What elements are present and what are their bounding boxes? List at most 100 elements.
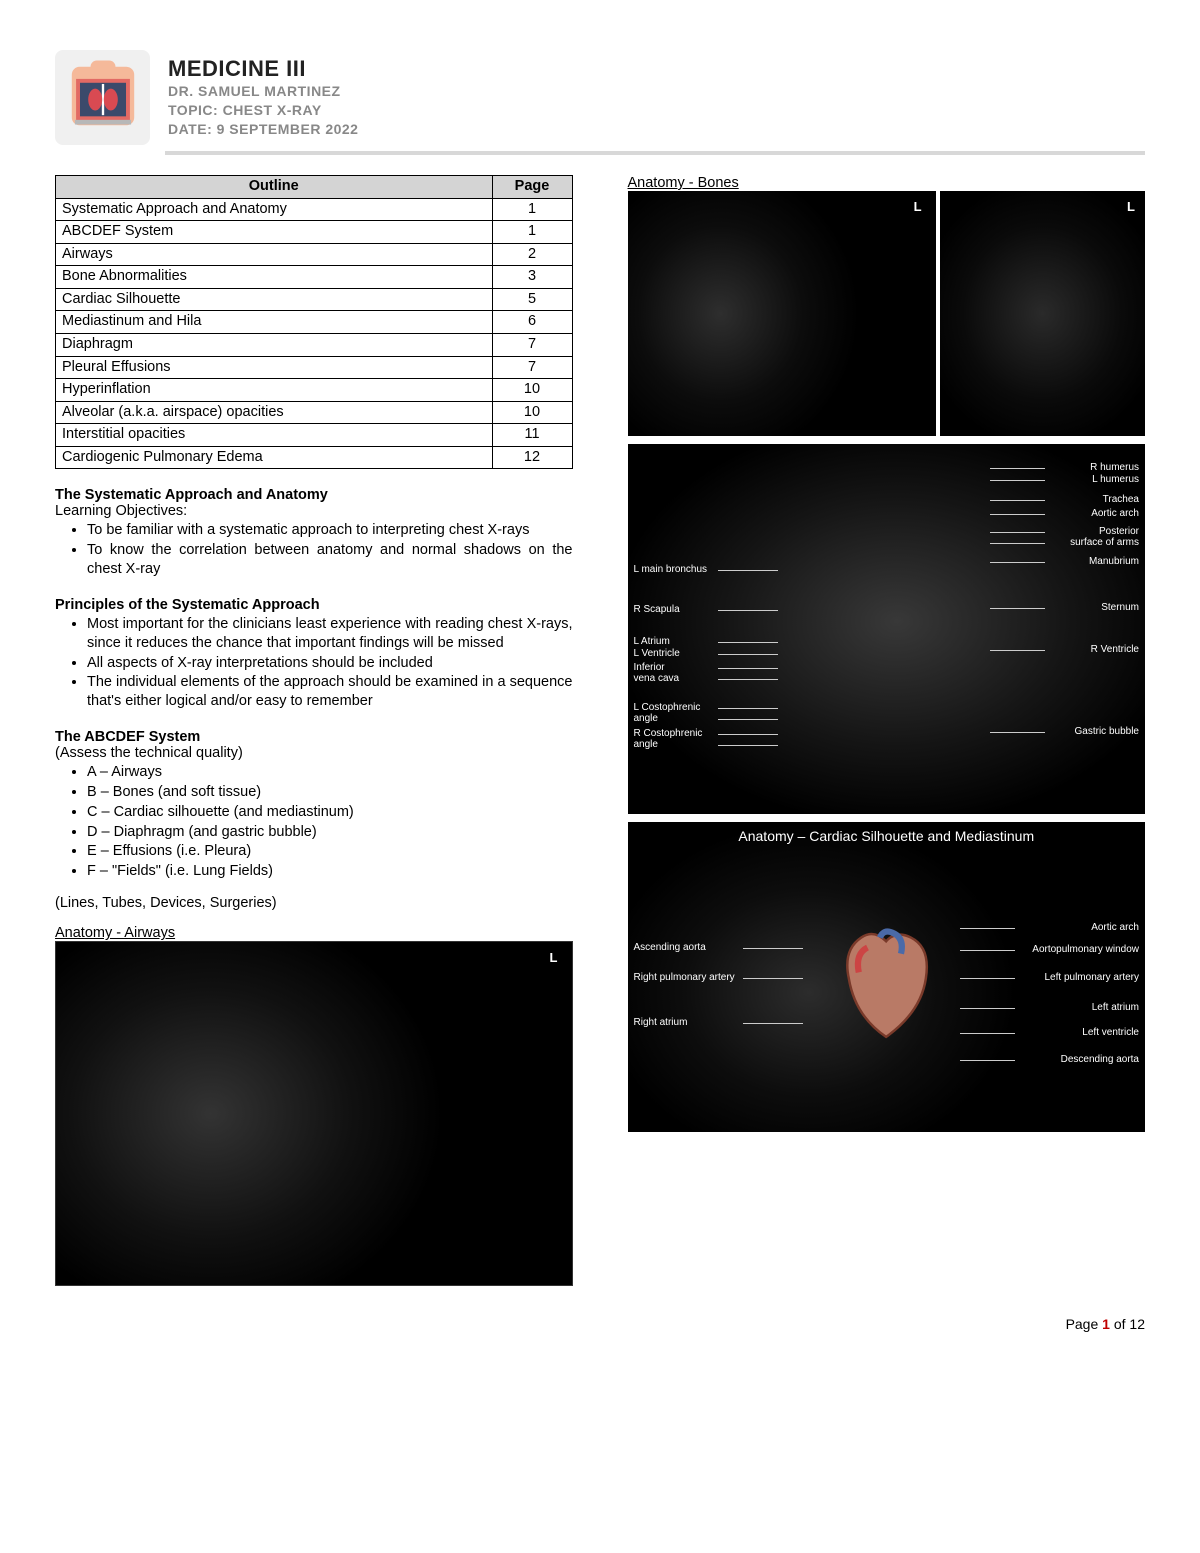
principles-title: Principles of the Systematic Approach (55, 597, 573, 613)
outline-topic-cell: Pleural Effusions (56, 356, 493, 379)
left-column: Outline Page Systematic Approach and Ana… (55, 175, 573, 1286)
footer-current-page: 1 (1102, 1316, 1110, 1332)
list-item: To know the correlation between anatomy … (87, 541, 573, 579)
annotation-leader-line (990, 468, 1045, 469)
page-footer: Page 1 of 12 (55, 1316, 1145, 1332)
annotation-label: L humerus (1092, 474, 1139, 485)
annotation-label: L Ventricle (634, 648, 680, 659)
instructor-line: DR. SAMUEL MARTINEZ (168, 82, 358, 101)
list-item: B – Bones (and soft tissue) (87, 783, 573, 802)
outline-topic-cell: ABCDEF System (56, 221, 493, 244)
outline-row: Alveolar (a.k.a. airspace) opacities10 (56, 401, 573, 424)
annotation-leader-line (718, 734, 778, 735)
outline-header-topic: Outline (56, 176, 493, 199)
outline-page-cell: 7 (492, 333, 572, 356)
outline-row: Pleural Effusions7 (56, 356, 573, 379)
annotation-leader-line (960, 1033, 1015, 1034)
annotation-leader-line (960, 1008, 1015, 1009)
list-item: D – Diaphragm (and gastric bubble) (87, 823, 573, 842)
outline-topic-cell: Diaphragm (56, 333, 493, 356)
outline-row: Interstitial opacities11 (56, 424, 573, 447)
annotation-leader-line (990, 543, 1045, 544)
annotation-leader-line (718, 679, 778, 680)
list-item: A – Airways (87, 763, 573, 782)
left-marker-icon: L (1127, 199, 1135, 214)
annotation-label: Gastric bubble (1075, 726, 1139, 737)
annotation-label: R Ventricle (1091, 644, 1139, 655)
outline-table: Outline Page Systematic Approach and Ana… (55, 175, 573, 469)
list-item: The individual elements of the approach … (87, 673, 573, 711)
annotation-leader-line (960, 1060, 1015, 1061)
xray-lateral-annotated: L main bronchusR ScapulaL AtriumL Ventri… (628, 444, 1146, 814)
outline-row: Bone Abnormalities3 (56, 266, 573, 289)
outline-row: Airways2 (56, 243, 573, 266)
header-divider (165, 151, 1145, 155)
outline-topic-cell: Cardiac Silhouette (56, 288, 493, 311)
annotation-leader-line (718, 719, 778, 720)
date-line: DATE: 9 SEPTEMBER 2022 (168, 120, 358, 139)
annotation-label: Aortic arch (1091, 508, 1139, 519)
annotation-leader-line (990, 514, 1045, 515)
right-column: Anatomy - Bones L L L main bronchusR Sca… (628, 175, 1146, 1286)
xray-bones-pa: L (628, 191, 936, 436)
annotation-label: angle (634, 713, 658, 724)
annotation-label: Posterior (1099, 526, 1139, 537)
outline-page-cell: 6 (492, 311, 572, 334)
annotation-label: Sternum (1101, 602, 1139, 613)
abcdef-list: A – AirwaysB – Bones (and soft tissue)C … (55, 763, 573, 881)
annotation-label: L Atrium (634, 636, 670, 647)
annotation-leader-line (990, 732, 1045, 733)
bones-figure-pair: L L (628, 191, 1146, 436)
systematic-approach-title: The Systematic Approach and Anatomy (55, 487, 573, 503)
annotation-leader-line (718, 745, 778, 746)
annotation-leader-line (718, 654, 778, 655)
annotation-leader-line (990, 500, 1045, 501)
outline-row: Hyperinflation10 (56, 379, 573, 402)
principles-list: Most important for the clinicians least … (55, 615, 573, 711)
left-marker-icon: L (550, 950, 558, 965)
outline-row: ABCDEF System1 (56, 221, 573, 244)
outline-page-cell: 3 (492, 266, 572, 289)
heart-overlay-icon (824, 915, 948, 1055)
annotation-leader-line (743, 978, 803, 979)
annotation-leader-line (718, 610, 778, 611)
outline-page-cell: 11 (492, 424, 572, 447)
list-item: To be familiar with a systematic approac… (87, 521, 573, 540)
list-item: Most important for the clinicians least … (87, 615, 573, 653)
annotation-label: R humerus (1090, 462, 1139, 473)
outline-page-cell: 5 (492, 288, 572, 311)
outline-topic-cell: Airways (56, 243, 493, 266)
document-header: MEDICINE III DR. SAMUEL MARTINEZ TOPIC: … (55, 50, 1145, 145)
annotation-leader-line (743, 1023, 803, 1024)
annotation-leader-line (990, 480, 1045, 481)
outline-topic-cell: Alveolar (a.k.a. airspace) opacities (56, 401, 493, 424)
outline-topic-cell: Interstitial opacities (56, 424, 493, 447)
outline-topic-cell: Bone Abnormalities (56, 266, 493, 289)
annotation-leader-line (718, 708, 778, 709)
outline-page-cell: 1 (492, 221, 572, 244)
outline-row: Systematic Approach and Anatomy1 (56, 198, 573, 221)
annotation-leader-line (718, 570, 778, 571)
outline-topic-cell: Cardiogenic Pulmonary Edema (56, 446, 493, 469)
annotation-label: Ascending aorta (634, 942, 706, 953)
annotation-label: R Costophrenic (634, 728, 703, 739)
outline-header-page: Page (492, 176, 572, 199)
annotation-leader-line (718, 642, 778, 643)
learning-objectives-list: To be familiar with a systematic approac… (55, 521, 573, 579)
learning-objectives-label: Learning Objectives: (55, 503, 573, 519)
annotation-label: surface of arms (1070, 537, 1139, 548)
annotation-label: Left pulmonary artery (1045, 972, 1140, 983)
outline-page-cell: 2 (492, 243, 572, 266)
annotation-label: Descending aorta (1061, 1054, 1139, 1065)
abcdef-subtitle: (Assess the technical quality) (55, 745, 573, 761)
list-item: All aspects of X-ray interpretations sho… (87, 654, 573, 673)
annotation-label: Right atrium (634, 1017, 688, 1028)
topic-line: TOPIC: CHEST X-RAY (168, 101, 358, 120)
annotation-label: Manubrium (1089, 556, 1139, 567)
xray-cardiac-silhouette: Anatomy – Cardiac Silhouette and Mediast… (628, 822, 1146, 1132)
cardiac-figure-title: Anatomy – Cardiac Silhouette and Mediast… (628, 828, 1146, 844)
annotation-label: R Scapula (634, 604, 680, 615)
footer-total-pages: 12 (1129, 1316, 1145, 1332)
annotation-leader-line (960, 978, 1015, 979)
lines-tubes-note: (Lines, Tubes, Devices, Surgeries) (55, 895, 573, 911)
